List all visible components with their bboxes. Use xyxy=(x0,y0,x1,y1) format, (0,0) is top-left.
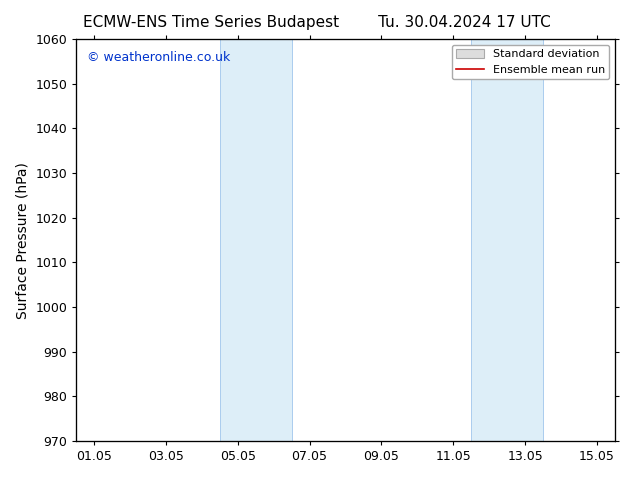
Legend: Standard deviation, Ensemble mean run: Standard deviation, Ensemble mean run xyxy=(451,45,609,79)
Text: ECMW-ENS Time Series Budapest        Tu. 30.04.2024 17 UTC: ECMW-ENS Time Series Budapest Tu. 30.04.… xyxy=(83,15,551,30)
Bar xyxy=(471,39,543,441)
Bar xyxy=(220,39,292,441)
Text: © weatheronline.co.uk: © weatheronline.co.uk xyxy=(87,51,230,64)
Y-axis label: Surface Pressure (hPa): Surface Pressure (hPa) xyxy=(16,162,30,318)
